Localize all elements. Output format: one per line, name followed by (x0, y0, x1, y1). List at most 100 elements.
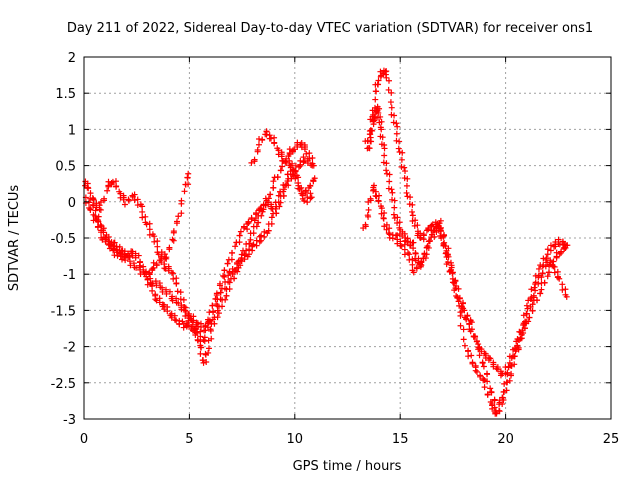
data-point (212, 295, 219, 302)
data-point (555, 236, 562, 243)
data-point (390, 119, 397, 126)
data-point (248, 216, 255, 223)
data-point (125, 197, 132, 204)
data-point (170, 270, 177, 277)
data-point (183, 322, 190, 329)
data-point (151, 233, 158, 240)
data-point (140, 263, 147, 270)
y-tick-label: 2 (68, 51, 76, 66)
data-point (173, 218, 180, 225)
data-point (228, 256, 235, 263)
data-point (180, 303, 187, 310)
data-point (535, 272, 542, 279)
data-point (180, 296, 187, 303)
data-point (496, 408, 503, 415)
data-point (271, 139, 278, 146)
x-tick-label: 15 (392, 432, 409, 447)
data-point (206, 309, 213, 316)
data-point (460, 336, 467, 343)
data-point (275, 192, 282, 199)
data-point (199, 357, 206, 364)
data-point (404, 175, 411, 182)
data-point (516, 328, 523, 335)
data-point (247, 236, 254, 243)
x-tick-label: 20 (497, 432, 514, 447)
data-point (524, 305, 531, 312)
data-point (255, 141, 262, 148)
data-point (559, 281, 566, 288)
data-point (562, 286, 569, 293)
data-point (153, 297, 160, 304)
data-point (547, 247, 554, 254)
data-point (221, 273, 228, 280)
data-point (388, 111, 395, 118)
data-point (149, 287, 156, 294)
data-point (139, 214, 146, 221)
data-point (93, 204, 100, 211)
data-point (295, 185, 302, 192)
data-point (380, 159, 387, 166)
data-point (284, 177, 291, 184)
data-point (398, 243, 405, 250)
data-point (149, 280, 156, 287)
data-point (544, 273, 551, 280)
data-point (481, 384, 488, 391)
data-point (205, 349, 212, 356)
data-point (154, 243, 161, 250)
data-point (241, 252, 248, 259)
data-point (391, 215, 398, 222)
data-point (127, 262, 134, 269)
data-point (273, 210, 280, 217)
data-point (481, 377, 488, 384)
data-point (460, 299, 467, 306)
data-point (552, 238, 559, 245)
data-point (300, 159, 307, 166)
data-point (464, 312, 471, 319)
data-point (223, 292, 230, 299)
data-point (378, 210, 385, 217)
data-point (551, 269, 558, 276)
data-point (560, 238, 567, 245)
y-tick-label: 0.5 (55, 160, 76, 175)
data-point (250, 230, 257, 237)
data-point (420, 232, 427, 239)
data-point (409, 201, 416, 208)
data-point (380, 214, 387, 221)
data-point (367, 116, 374, 123)
data-point (158, 256, 165, 263)
data-point (246, 251, 253, 258)
data-point (494, 364, 501, 371)
data-point (372, 96, 379, 103)
data-point (362, 221, 369, 228)
data-point (386, 171, 393, 178)
data-point (366, 131, 373, 138)
data-point (544, 251, 551, 258)
data-point (412, 217, 419, 224)
data-point (377, 68, 384, 75)
data-point (445, 245, 452, 252)
data-point (388, 104, 395, 111)
data-point (475, 341, 482, 348)
data-point (404, 250, 411, 257)
data-point (286, 151, 293, 158)
data-point (301, 143, 308, 150)
data-point (237, 262, 244, 269)
data-point (463, 315, 470, 322)
data-point (267, 191, 274, 198)
data-point (153, 262, 160, 269)
data-point (143, 221, 150, 228)
data-point (268, 135, 275, 142)
data-point (379, 134, 386, 141)
data-point (519, 327, 526, 334)
data-point (205, 345, 212, 352)
data-point (283, 160, 290, 167)
data-point (291, 146, 298, 153)
data-point (256, 238, 263, 245)
data-point (410, 269, 417, 276)
data-point (164, 308, 171, 315)
data-point (287, 162, 294, 169)
data-point (181, 188, 188, 195)
data-point (253, 223, 260, 230)
data-point (180, 320, 187, 327)
data-point (134, 196, 141, 203)
